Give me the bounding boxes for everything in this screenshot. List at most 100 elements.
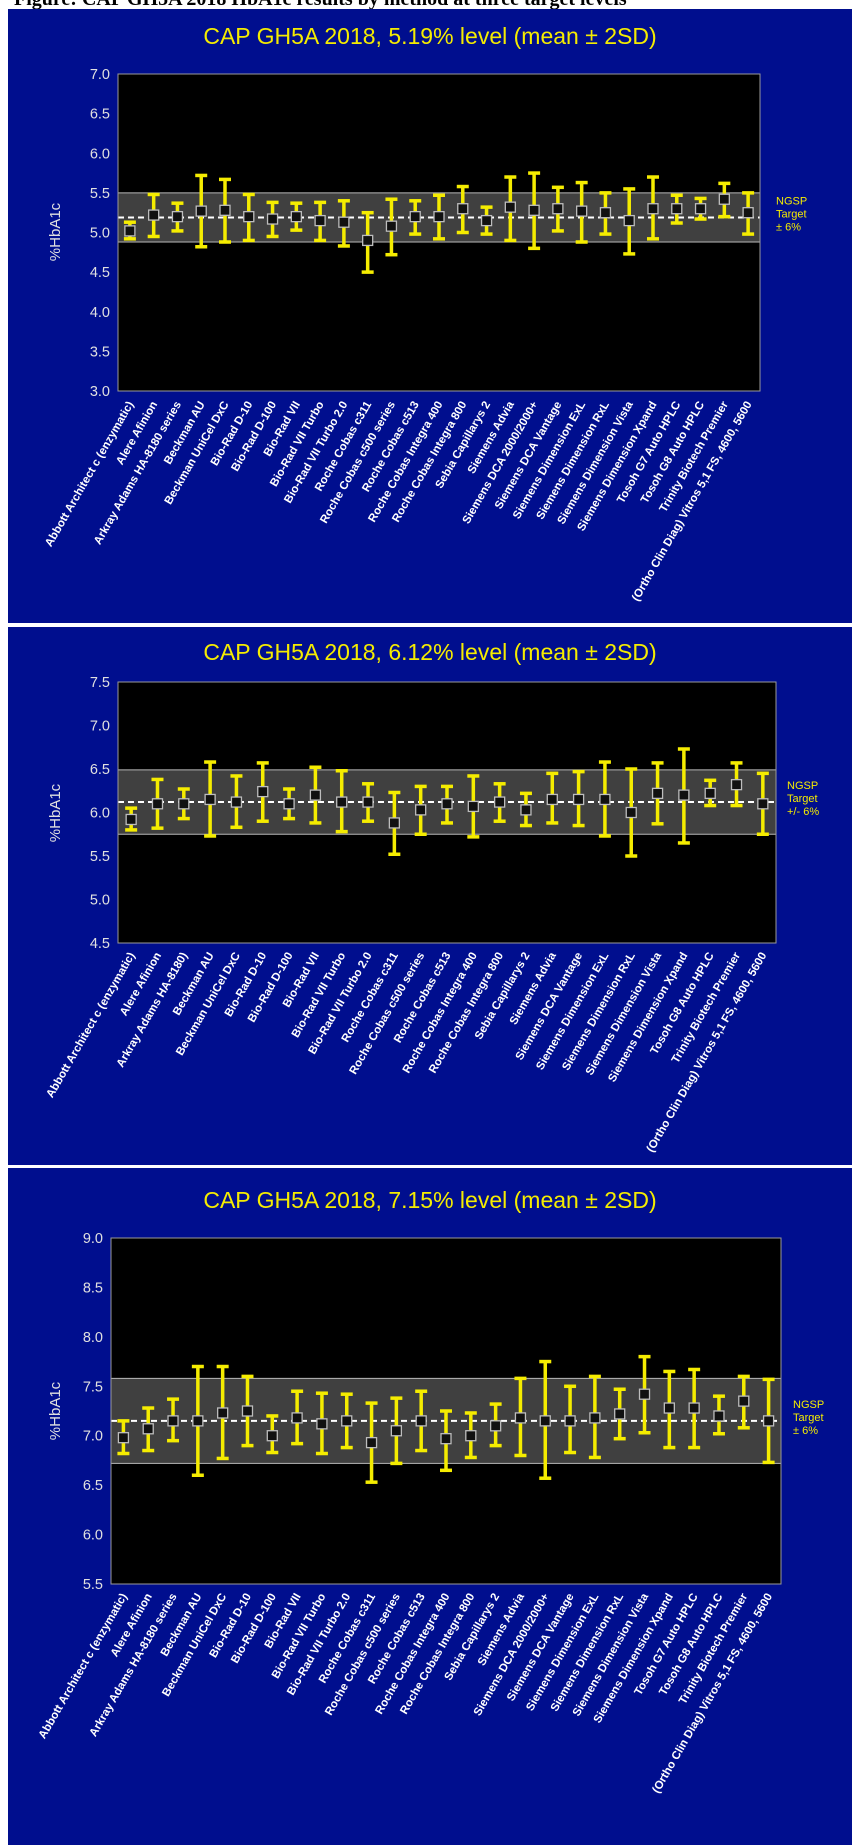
- y-tick-label: 6.0: [90, 806, 110, 822]
- mean-marker: [742, 207, 754, 219]
- error-bar: [385, 197, 398, 257]
- error-bar: [256, 761, 269, 823]
- y-tick-label: 6.5: [90, 762, 110, 778]
- error-bar: [125, 806, 138, 832]
- y-tick-label: 8.0: [83, 1330, 103, 1346]
- mean-marker: [167, 1415, 179, 1427]
- y-tick-label: 6.0: [90, 146, 110, 162]
- error-bar: [290, 201, 303, 232]
- mean-marker: [671, 203, 683, 215]
- error-bar: [651, 761, 664, 826]
- chart-title: CAP GH5A 2018, 7.15% level (mean ± 2SD): [203, 1187, 656, 1213]
- y-tick-label: 5.5: [90, 186, 110, 202]
- error-bar: [572, 769, 585, 828]
- error-bar: [361, 210, 374, 274]
- error-bar: [147, 192, 160, 239]
- error-bar: [433, 193, 445, 241]
- error-bar: [456, 184, 469, 235]
- error-bar: [647, 175, 659, 241]
- mean-marker: [338, 216, 350, 228]
- y-tick-label: 4.5: [90, 936, 110, 952]
- error-bar: [142, 1406, 155, 1453]
- chart-title: CAP GH5A 2018, 5.19% level (mean ± 2SD): [203, 23, 656, 49]
- chart-panel-6-12: CAP GH5A 2018, 6.12% level (mean ± 2SD) 4…: [8, 627, 852, 1165]
- error-bar: [266, 200, 279, 239]
- mean-marker: [504, 201, 516, 213]
- error-bar: [242, 192, 255, 243]
- mean-marker: [663, 1402, 675, 1414]
- mean-marker: [362, 796, 374, 808]
- mean-marker: [362, 234, 374, 247]
- error-bar: [519, 791, 532, 828]
- error-bar: [219, 177, 231, 244]
- y-tick-label: 7.5: [83, 1379, 103, 1395]
- error-bar: [762, 1377, 775, 1465]
- mean-marker: [142, 1423, 154, 1435]
- error-bar: [117, 1419, 130, 1456]
- error-bar: [613, 1387, 626, 1441]
- error-bar: [712, 1394, 725, 1436]
- error-bar: [737, 1374, 750, 1430]
- mean-marker: [117, 1432, 130, 1444]
- error-bar: [677, 747, 690, 845]
- mean-marker: [433, 210, 445, 223]
- error-bar: [365, 1401, 378, 1484]
- error-bar: [441, 784, 453, 825]
- error-bar: [489, 1402, 502, 1448]
- error-bar: [756, 771, 769, 836]
- chart-svg: CAP GH5A 2018, 7.15% level (mean ± 2SD) 5…: [37, 1187, 824, 1795]
- error-bar: [704, 778, 717, 808]
- error-bar: [216, 1364, 229, 1461]
- mean-marker: [647, 203, 659, 215]
- y-tick-label: 6.0: [83, 1528, 103, 1544]
- error-bar: [694, 196, 707, 221]
- y-tick-label: 6.5: [83, 1478, 103, 1494]
- mean-marker: [415, 1415, 427, 1427]
- mean-marker: [192, 1415, 204, 1427]
- error-bar: [730, 761, 743, 808]
- category-label: Abbott Architect c (enzymatic): [37, 1591, 130, 1741]
- error-bar: [528, 171, 541, 251]
- mean-marker: [283, 798, 295, 810]
- chart-panel-7-15: CAP GH5A 2018, 7.15% level (mean ± 2SD) 5…: [8, 1168, 852, 1845]
- mean-marker: [440, 1433, 452, 1445]
- error-bar: [390, 1396, 403, 1466]
- mean-marker: [694, 203, 707, 215]
- error-bar: [504, 175, 517, 243]
- mean-marker: [204, 793, 216, 806]
- error-bar: [742, 191, 755, 236]
- mean-marker: [467, 800, 479, 813]
- y-tick-label: 4.5: [90, 265, 110, 281]
- y-tick-label: 7.0: [90, 67, 110, 83]
- error-bar: [598, 760, 611, 838]
- band-label-line: NGSP: [793, 1399, 824, 1411]
- error-bar: [191, 1364, 204, 1478]
- error-bar: [623, 187, 636, 256]
- band-label-line: Target: [776, 208, 807, 220]
- error-bar: [337, 199, 350, 248]
- y-tick-label: 7.0: [83, 1429, 103, 1445]
- mean-marker: [762, 1415, 775, 1427]
- error-bar: [546, 771, 559, 825]
- plot-border: [117, 73, 761, 392]
- page-header-text: Figure: CAP GH5A 2018 HbA1c results by m…: [14, 0, 627, 9]
- error-bar: [625, 767, 638, 858]
- category-label: Abbott Architect c (enzymatic): [43, 399, 136, 549]
- mean-marker: [638, 1388, 651, 1400]
- mean-marker: [457, 203, 469, 215]
- error-bar: [464, 1411, 477, 1460]
- error-bar: [663, 1369, 676, 1450]
- error-bar: [266, 1414, 279, 1455]
- error-bar: [638, 1354, 651, 1435]
- error-bar: [414, 784, 427, 836]
- error-bar: [123, 220, 136, 241]
- error-bar: [151, 777, 164, 830]
- mean-marker: [171, 210, 184, 223]
- mean-marker: [217, 1407, 229, 1419]
- error-bar: [314, 200, 327, 243]
- error-bar: [167, 1397, 180, 1443]
- mean-marker: [151, 798, 164, 810]
- mean-marker: [576, 205, 588, 217]
- error-bar: [588, 1374, 601, 1460]
- error-bar: [514, 1376, 527, 1458]
